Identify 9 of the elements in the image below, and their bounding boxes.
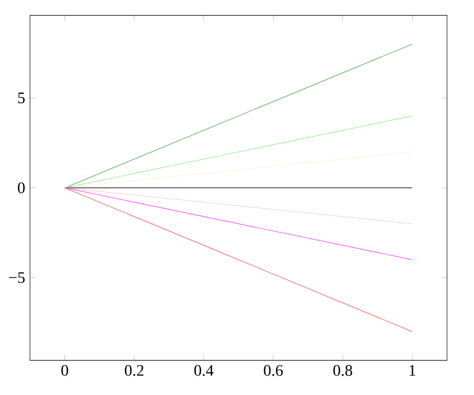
x-tick-label: 1	[410, 365, 416, 376]
y-tick-label: 0	[18, 182, 25, 194]
y-tick-label: −5	[9, 272, 25, 283]
x-tick-label: 0.4	[194, 365, 214, 376]
x-tick-label: 0.2	[124, 365, 144, 376]
y-tick-label: 5	[18, 92, 25, 104]
x-tick-label: 0	[61, 365, 68, 376]
x-tick-label: 0.8	[333, 365, 352, 376]
x-tick-label: 0.6	[264, 365, 283, 376]
